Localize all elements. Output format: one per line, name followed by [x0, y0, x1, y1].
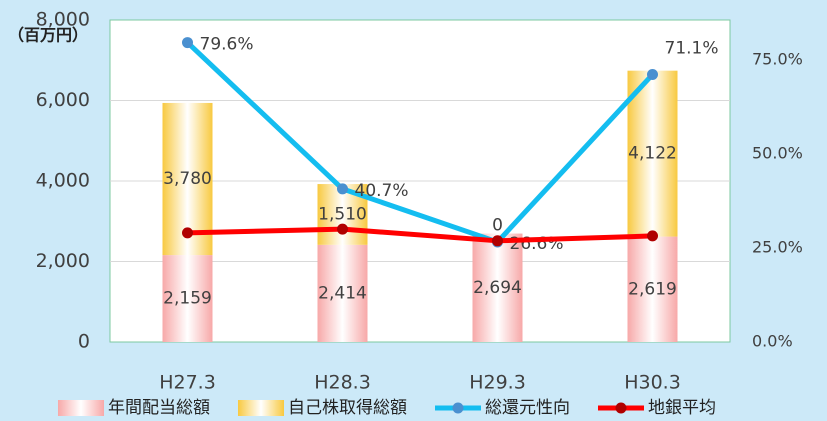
legend-label: 地銀平均: [648, 398, 716, 418]
x-tick-label: H27.3: [159, 372, 216, 394]
bar-segment: [317, 244, 368, 342]
legend-label: 年間配当総額: [108, 398, 210, 418]
legend-marker: [615, 402, 627, 414]
data-label: 2,159: [163, 289, 212, 309]
legend-label: 総還元性向: [485, 398, 570, 418]
x-tick-label: H30.3: [624, 372, 681, 394]
line-marker: [182, 37, 193, 49]
legend-swatch: [58, 400, 104, 416]
legend-swatch: [238, 400, 284, 416]
data-label: 2,619: [628, 279, 677, 299]
line-marker: [647, 69, 658, 81]
y2-tick-label: 75.0%: [752, 49, 803, 68]
y2-tick-label: 25.0%: [752, 237, 803, 256]
bar-segment: [162, 255, 213, 342]
bar-segment: [627, 70, 678, 237]
data-label: 71.1%: [665, 39, 719, 59]
line: [187, 226, 653, 244]
data-label: 0: [492, 216, 503, 236]
y-tick-label: 0: [78, 331, 90, 353]
x-tick-label: H28.3: [314, 372, 371, 394]
unit-label: （百万円）: [8, 26, 88, 45]
y2-tick-label: 0.0%: [752, 332, 793, 351]
line-marker: [182, 227, 193, 239]
y-tick-label: 6,000: [36, 89, 90, 111]
data-label: 79.6%: [200, 35, 254, 55]
line-marker: [492, 235, 503, 247]
bar-segment: [472, 233, 523, 342]
line-marker: [337, 183, 348, 195]
data-label: 2,694: [473, 278, 522, 298]
x-tick-label: H29.3: [469, 372, 526, 394]
data-label: 1,510: [318, 204, 367, 224]
line: [185, 40, 655, 245]
y-tick-label: 2,000: [36, 250, 90, 272]
data-label: 3,780: [163, 169, 212, 189]
bar-segment: [627, 236, 678, 342]
data-label: 2,414: [318, 283, 367, 303]
line-marker: [337, 223, 348, 235]
y2-tick-label: 50.0%: [752, 143, 803, 162]
legend-label: 自己株取得総額: [288, 398, 407, 418]
y-tick-label: 8,000: [36, 9, 90, 31]
data-label: 4,122: [628, 144, 677, 164]
data-label: 40.7%: [355, 181, 409, 201]
y-tick-label: 4,000: [36, 170, 90, 192]
line-marker: [647, 230, 658, 242]
legend-marker: [452, 402, 464, 414]
